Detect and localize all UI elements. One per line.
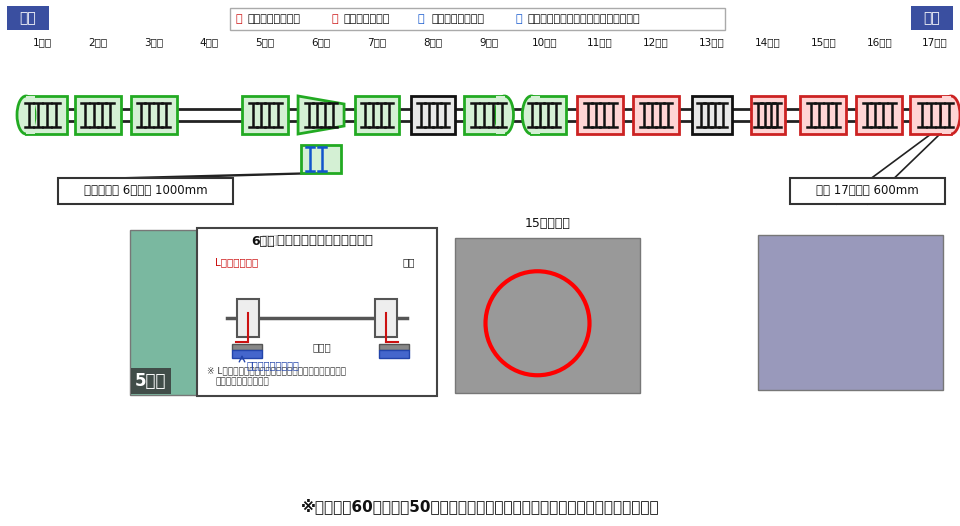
Text: 青: 青 — [418, 14, 424, 24]
FancyBboxPatch shape — [26, 96, 35, 134]
Text: ：仙台に向かって: ：仙台に向かって — [431, 14, 484, 24]
Text: ：仙台に向かって: ：仙台に向かって — [248, 14, 301, 24]
Text: 8号車: 8号車 — [423, 37, 443, 47]
Text: 14号車: 14号車 — [755, 37, 780, 47]
Text: 12号車: 12号車 — [643, 37, 669, 47]
Ellipse shape — [522, 96, 540, 134]
FancyBboxPatch shape — [355, 96, 398, 134]
FancyBboxPatch shape — [910, 96, 951, 134]
Text: 15号車台車: 15号車台車 — [524, 217, 570, 230]
FancyBboxPatch shape — [758, 235, 943, 390]
Text: 7号車: 7号車 — [368, 37, 387, 47]
Text: 3号車: 3号車 — [144, 37, 163, 47]
Text: 4号車: 4号車 — [200, 37, 219, 47]
Text: 15号車: 15号車 — [810, 37, 836, 47]
FancyBboxPatch shape — [790, 178, 945, 204]
Text: 先頭 17号車約 600mm: 先頭 17号車約 600mm — [816, 185, 919, 197]
Text: 車軸: 車軸 — [403, 257, 416, 267]
Text: ※ L型車両ガイドがレールに当たり、車軸が線路から逸: ※ L型車両ガイドがレールに当たり、車軸が線路から逸 — [207, 367, 346, 376]
Text: 10号車: 10号車 — [532, 37, 557, 47]
Text: 東京: 東京 — [19, 11, 36, 25]
Ellipse shape — [942, 96, 960, 134]
FancyBboxPatch shape — [801, 96, 847, 134]
Text: 5号車: 5号車 — [255, 37, 275, 47]
FancyBboxPatch shape — [230, 8, 725, 30]
Text: 2号車: 2号車 — [88, 37, 108, 47]
FancyBboxPatch shape — [375, 299, 397, 337]
FancyBboxPatch shape — [58, 178, 233, 204]
FancyBboxPatch shape — [495, 96, 505, 134]
FancyBboxPatch shape — [455, 238, 640, 393]
FancyBboxPatch shape — [242, 96, 288, 134]
Text: 16号車: 16号車 — [866, 37, 892, 47]
Text: 11号車: 11号車 — [588, 37, 613, 47]
FancyBboxPatch shape — [301, 145, 341, 173]
Text: 仙台: 仙台 — [924, 11, 941, 25]
Text: 1号車: 1号車 — [33, 37, 52, 47]
Text: 赤: 赤 — [235, 14, 242, 24]
FancyBboxPatch shape — [411, 96, 455, 134]
FancyBboxPatch shape — [75, 96, 121, 134]
FancyBboxPatch shape — [531, 96, 566, 134]
FancyBboxPatch shape — [942, 96, 951, 134]
Text: 最大脱線幅 6号車約 1000mm: 最大脱線幅 6号車約 1000mm — [84, 185, 207, 197]
Text: に脱線した軸、: に脱線した軸、 — [343, 14, 390, 24]
Ellipse shape — [17, 96, 35, 134]
FancyBboxPatch shape — [379, 350, 409, 358]
Text: 【参考：逸脱防止対策の機構】: 【参考：逸脱防止対策の機構】 — [261, 235, 373, 248]
FancyBboxPatch shape — [232, 344, 262, 350]
FancyBboxPatch shape — [856, 96, 902, 134]
FancyBboxPatch shape — [237, 299, 259, 337]
FancyBboxPatch shape — [7, 6, 49, 30]
FancyBboxPatch shape — [633, 96, 679, 134]
FancyBboxPatch shape — [911, 6, 953, 30]
Text: 左: 左 — [332, 14, 339, 24]
FancyBboxPatch shape — [130, 230, 280, 395]
Text: 脱することを防止する: 脱することを防止する — [215, 378, 269, 387]
Text: 17号車: 17号車 — [923, 37, 948, 47]
Text: 6号車: 6号車 — [311, 37, 330, 47]
FancyBboxPatch shape — [379, 344, 409, 350]
Text: ※脱線した60軸のうち50軸は逸脱防止ガイド等がレールにかかる状態にあった。: ※脱線した60軸のうち50軸は逸脱防止ガイド等がレールにかかる状態にあった。 — [300, 498, 660, 514]
FancyBboxPatch shape — [131, 96, 177, 134]
FancyBboxPatch shape — [577, 96, 623, 134]
Text: に脱線した軸、黒：脱線しなかった軸: に脱線した軸、黒：脱線しなかった軸 — [527, 14, 639, 24]
Text: 13号車: 13号車 — [699, 37, 725, 47]
FancyBboxPatch shape — [464, 96, 505, 134]
Text: 9号車: 9号車 — [479, 37, 498, 47]
FancyBboxPatch shape — [531, 96, 540, 134]
Text: 6号車: 6号車 — [252, 235, 275, 248]
FancyBboxPatch shape — [692, 96, 732, 134]
Text: L型車両ガイド: L型車両ガイド — [215, 257, 258, 267]
FancyBboxPatch shape — [751, 96, 784, 134]
Text: 右: 右 — [515, 14, 521, 24]
Polygon shape — [298, 96, 344, 134]
FancyBboxPatch shape — [26, 96, 67, 134]
FancyBboxPatch shape — [232, 350, 262, 358]
Text: レール転倒防止装置: レール転倒防止装置 — [247, 360, 300, 370]
Ellipse shape — [495, 96, 514, 134]
Text: レール: レール — [313, 342, 331, 352]
Text: 5号車: 5号車 — [135, 372, 166, 390]
FancyBboxPatch shape — [197, 228, 437, 396]
